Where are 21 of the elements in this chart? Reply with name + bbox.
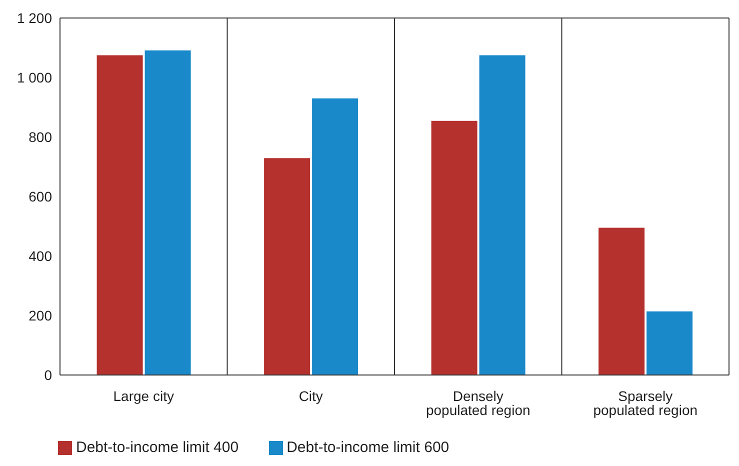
bar	[598, 228, 645, 375]
bar	[264, 158, 310, 375]
x-tick-label: Densely populated region	[426, 388, 530, 418]
y-tick-label: 1 000	[16, 69, 52, 86]
bar	[479, 55, 526, 375]
legend-label: Debt-to-income limit 400	[76, 439, 239, 456]
bar	[144, 50, 191, 375]
x-tick-label: City	[298, 388, 323, 404]
x-tick-label: Large city	[113, 388, 174, 404]
y-tick-label: 400	[28, 248, 52, 264]
y-tick-label: 200	[28, 307, 52, 324]
y-tick-label: 0	[44, 366, 52, 383]
y-tick-label: 1 200	[16, 10, 52, 26]
x-tick-label: Sparsely populated region	[593, 388, 698, 418]
bar	[96, 55, 143, 375]
legend-label: Debt-to-income limit 600	[286, 439, 450, 456]
y-tick-label: 600	[28, 188, 52, 204]
bar	[312, 98, 358, 375]
y-tick-label: 800	[28, 128, 52, 145]
bar	[646, 311, 693, 375]
bar	[431, 120, 478, 375]
